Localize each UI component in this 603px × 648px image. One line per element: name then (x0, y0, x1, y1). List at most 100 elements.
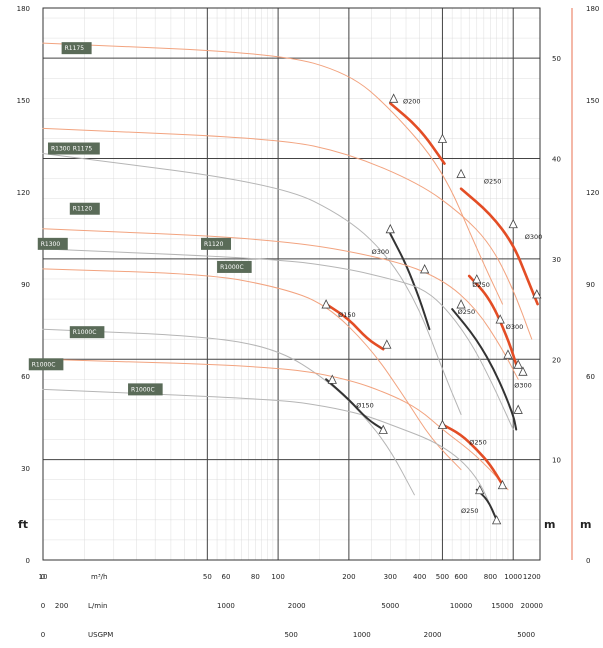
model-box-bg (61, 42, 92, 55)
model-box-label: R1120 (73, 206, 93, 213)
x-row2-tick-7: 20000 (521, 602, 543, 610)
model-box-bg (201, 237, 232, 250)
curve-series-15 (42, 388, 498, 521)
curve-marker-0 (388, 93, 399, 103)
x-row2-tick-3: 2000 (288, 602, 306, 610)
model-box-bg (69, 202, 100, 215)
y-right-tick-2: 90 (586, 281, 595, 289)
x-row1-tick-4: 80 (251, 573, 260, 581)
curve-marker-14 (321, 299, 331, 309)
curve-marker-7 (456, 299, 466, 309)
x-row1-tick-1: 10 (39, 573, 48, 581)
model-box-8: R1000C (28, 358, 64, 371)
x-row3-tick-4: 5000 (517, 631, 535, 639)
x-row2-tick-0: 0 (41, 602, 45, 610)
curve-series-14 (441, 423, 504, 486)
model-box-bg (28, 358, 64, 371)
curve-series-0 (42, 42, 503, 305)
model-box-0: R1175 (61, 42, 92, 55)
curve-series-7 (467, 274, 518, 366)
curve-label-5: Ø250 (458, 308, 476, 316)
y-middle-tick-1: 20 (552, 356, 561, 364)
model-box-label: R1175 (73, 146, 93, 153)
x-row1-tick-9: 500 (436, 573, 449, 581)
curve-marker-19 (497, 479, 508, 490)
x-row1-tick-5: 100 (271, 573, 284, 581)
x-row1-tick-13: 1200 (523, 573, 541, 581)
y-left-tick-4: 120 (17, 189, 30, 197)
y-right-tick-0: 0 (586, 557, 590, 565)
model-box-9: R1000C (128, 383, 163, 396)
curve-series (42, 42, 539, 521)
model-box-7: R1000C (69, 326, 105, 339)
curve-series-5 (389, 232, 431, 331)
curve-marker-13 (513, 404, 523, 414)
curve-series-2 (42, 127, 533, 340)
x-row3-tick-2: 1000 (353, 631, 371, 639)
curve-label-9: Ø150 (356, 401, 374, 409)
curve-label-10: Ø250 (469, 439, 487, 447)
curve-marker-11 (513, 359, 523, 369)
x-row1-tick-12: 1000 (504, 573, 522, 581)
y-left-tick-6: 180 (17, 5, 30, 13)
x-row2-unit: L/min (88, 602, 107, 610)
x-row3-tick-3: 2000 (424, 631, 442, 639)
curve-marker-10 (503, 349, 513, 359)
x-row2-tick-6: 15000 (491, 602, 513, 610)
curve-marker-12 (518, 366, 528, 376)
curve-series-12 (42, 328, 415, 496)
x-row1-tick-7: 300 (384, 573, 397, 581)
plot-frame (42, 7, 541, 561)
y-left-tick-0: 0 (26, 557, 30, 565)
model-box-label: R1120 (204, 241, 224, 248)
curve-label-4: Ø250 (472, 281, 490, 289)
curve-marker-21 (491, 514, 502, 525)
model-box-6: R1000C (217, 260, 252, 273)
x-row1-tick-11: 800 (484, 573, 497, 581)
model-box-bg (128, 383, 163, 396)
curve-marker-16 (327, 374, 337, 384)
model-box-label: R1000C (73, 329, 97, 336)
x-row1-tick-0: 0 (41, 573, 45, 581)
x-row1-tick-10: 600 (454, 573, 467, 581)
model-box-label: R1000C (32, 361, 56, 368)
y-middle-unit: m (544, 518, 555, 531)
curve-marker-6 (419, 264, 430, 274)
curve-label-6: Ø300 (506, 323, 524, 331)
curve-series-8 (42, 248, 514, 430)
curve-label-11: Ø250 (461, 507, 479, 515)
x-row3-tick-1: 500 (284, 631, 297, 639)
curve-marker-9 (495, 314, 505, 324)
curve-marker-1 (437, 133, 448, 143)
curve-marker-15 (382, 339, 392, 349)
x-row1-tick-3: 60 (221, 573, 230, 581)
model-box-label: R1000C (131, 386, 155, 393)
y-left-tick-3: 90 (21, 281, 30, 289)
x-row3-tick-0: 0 (41, 631, 45, 639)
y-left-tick-2: 60 (21, 373, 30, 381)
curve-series-6 (42, 228, 519, 380)
curve-series-17 (475, 488, 498, 521)
x-row2-tick-1: 200 (55, 602, 68, 610)
curve-marker-4 (532, 289, 542, 299)
curve-series-10 (42, 268, 462, 471)
y-left-tick-1: 30 (21, 465, 30, 473)
y-right-tick-4: 150 (586, 97, 599, 105)
model-box-bg (217, 260, 252, 273)
curve-label-2: Ø300 (525, 233, 543, 241)
model-box-4: R1300 (37, 237, 68, 250)
y-middle-tick-0: 10 (552, 457, 561, 465)
model-box-label: R1300 (41, 241, 61, 248)
curve-marker-18 (437, 419, 448, 429)
y-middle-tick-3: 40 (552, 156, 561, 164)
curve-series-4 (42, 153, 462, 415)
curve-label-8: Ø150 (338, 311, 356, 319)
y-right-tick-1: 60 (586, 373, 595, 381)
curve-marker-8 (472, 274, 482, 284)
model-box-2: R1175 (69, 142, 100, 155)
model-box-label: R1175 (65, 45, 85, 52)
model-box-bg (69, 326, 105, 339)
y-left-unit: ft (18, 518, 28, 531)
curve-label-3: Ø300 (372, 248, 390, 256)
